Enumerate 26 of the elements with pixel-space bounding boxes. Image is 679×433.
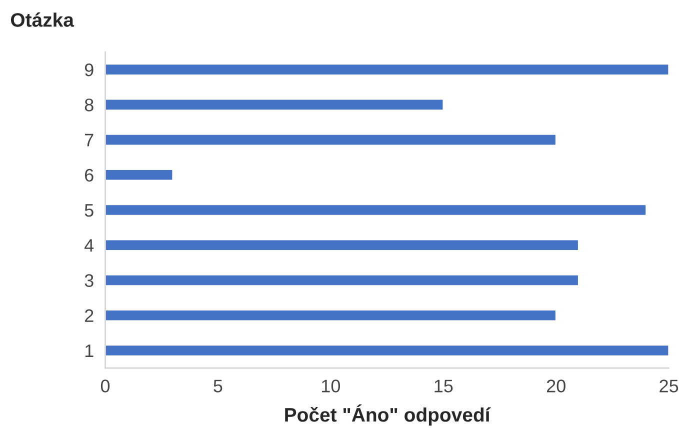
x-axis-title: Počet "Áno" odpovedí (285, 404, 491, 426)
x-tick-label: 5 (214, 380, 222, 392)
y-axis-title: Otázka (10, 12, 74, 27)
bar (105, 274, 580, 287)
y-tick-label: 6 (85, 168, 94, 182)
bar (105, 204, 647, 216)
x-tick-label: 25 (660, 380, 678, 392)
y-tick-label: 7 (85, 134, 94, 146)
bar (105, 238, 580, 252)
bar (105, 133, 557, 146)
y-tick-label: 3 (84, 274, 94, 287)
x-tick-label: 0 (100, 380, 110, 392)
bar (105, 98, 444, 111)
y-tick-label: 5 (84, 204, 94, 217)
bar (105, 168, 174, 182)
y-tick-label: 9 (84, 63, 94, 76)
x-tick-label: 20 (546, 380, 566, 392)
bar (105, 63, 669, 76)
y-tick-label: 4 (84, 239, 94, 252)
y-tick-label: 8 (84, 98, 94, 112)
x-tick-label: 10 (322, 380, 340, 392)
y-tick-label: 2 (85, 309, 94, 322)
bar (105, 344, 669, 357)
bar (105, 309, 557, 322)
x-tick-label: 15 (434, 380, 453, 392)
y-tick-label: 1 (85, 344, 94, 358)
